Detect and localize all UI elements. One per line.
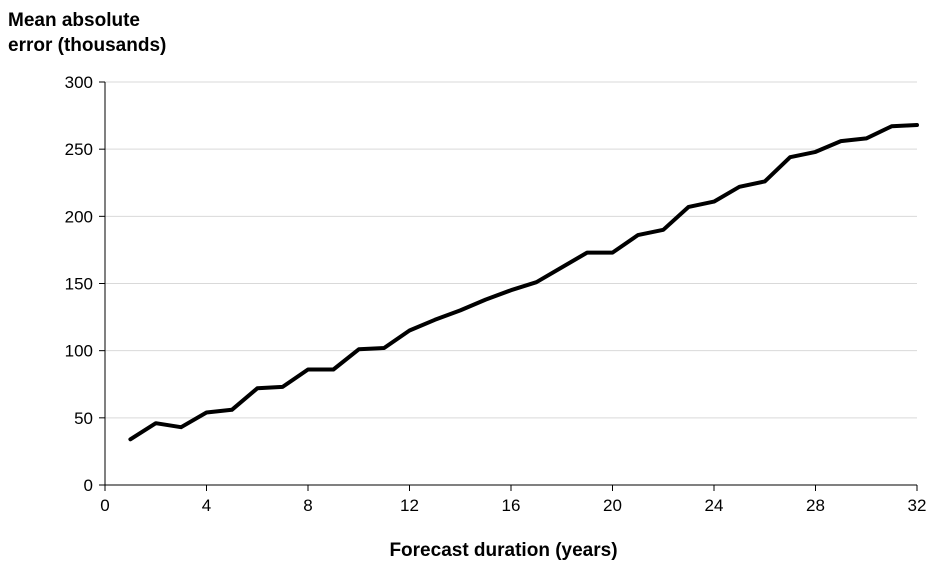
- series-line-0: [128, 123, 919, 442]
- y-axis-title-line2: error (thousands): [8, 35, 167, 56]
- x-tick-label-12: 12: [400, 496, 419, 515]
- x-tick-label-28: 28: [806, 496, 825, 515]
- x-tick-label-24: 24: [705, 496, 724, 515]
- x-tick-label-32: 32: [908, 496, 927, 515]
- x-tick-label-20: 20: [603, 496, 622, 515]
- x-axis-title: Forecast duration (years): [389, 540, 618, 561]
- y-tick-label-300: 300: [65, 73, 93, 92]
- y-tick-label-100: 100: [65, 342, 93, 361]
- y-tick-label-150: 150: [65, 275, 93, 294]
- y-tick-label-0: 0: [84, 476, 93, 495]
- y-axis-title-line1: Mean absolute: [8, 10, 140, 31]
- x-tick-label-8: 8: [303, 496, 312, 515]
- y-tick-label-200: 200: [65, 207, 93, 226]
- y-tick-label-50: 50: [74, 409, 93, 428]
- y-axis-title: Mean absolute error (thousands): [8, 8, 166, 58]
- y-tick-label-250: 250: [65, 140, 93, 159]
- x-tick-label-16: 16: [502, 496, 521, 515]
- x-tick-label-0: 0: [100, 496, 109, 515]
- x-tick-label-4: 4: [202, 496, 211, 515]
